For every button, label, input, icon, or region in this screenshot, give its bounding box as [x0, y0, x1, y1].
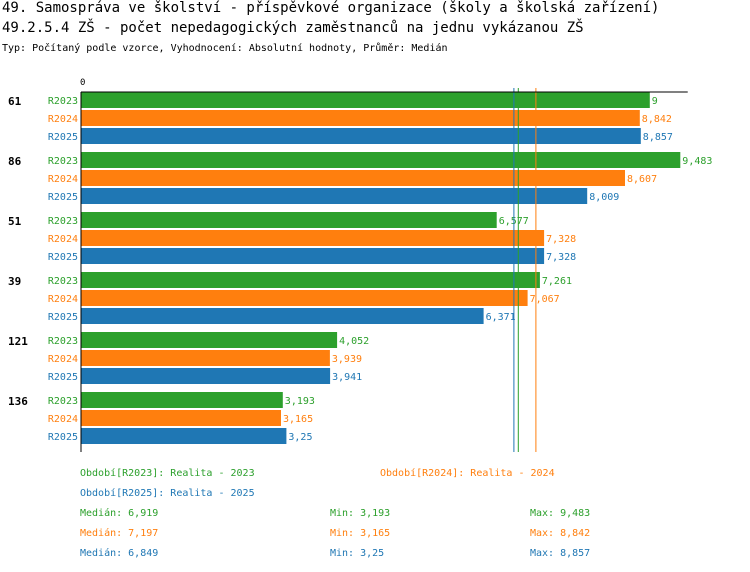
series-label: R2024	[48, 354, 78, 365]
bar	[81, 410, 281, 426]
x-axis-zero-label: 0	[80, 78, 85, 88]
value-label: 8,607	[627, 174, 657, 185]
group-label: 51	[8, 215, 22, 228]
bar	[81, 392, 283, 408]
legend-median-r2025: Medián: 6,849	[80, 548, 159, 559]
chart-title: 49. Samospráva ve školství - příspěvkové…	[2, 0, 660, 16]
value-label: 9	[652, 96, 658, 107]
value-label: 6,371	[486, 312, 516, 323]
bar	[81, 212, 497, 228]
series-label: R2025	[48, 312, 78, 323]
legend-period-r2023: Období[R2023]: Realita - 2023	[80, 468, 255, 479]
legend-min-r2025: Min: 3,25	[330, 548, 385, 559]
legend-period-r2025: Období[R2025]: Realita - 2025	[80, 488, 255, 499]
series-label: R2023	[48, 156, 78, 167]
series-label: R2023	[48, 396, 78, 407]
series-label: R2024	[48, 414, 78, 425]
bar	[81, 230, 545, 246]
series-label: R2023	[48, 336, 78, 347]
value-label: 7,328	[546, 234, 576, 245]
group-label: 136	[8, 395, 28, 408]
value-label: 4,052	[339, 336, 369, 347]
group-label: 61	[8, 95, 22, 108]
group-label: 86	[8, 155, 22, 168]
series-label: R2023	[48, 216, 78, 227]
bar-chart: 0 61 R2023 9 R2024 8,842 R2025 8,857 86 R2023 9,48…	[8, 78, 712, 452]
bar	[81, 350, 330, 366]
legend-max-r2023: Max: 9,483	[530, 508, 591, 519]
bar	[81, 92, 650, 108]
bar	[81, 428, 287, 444]
value-label: 9,483	[682, 156, 712, 167]
series-label: R2025	[48, 252, 78, 263]
series-label: R2025	[48, 192, 78, 203]
value-label: 7,067	[530, 294, 560, 305]
series-label: R2025	[48, 132, 78, 143]
legend-min-r2024: Min: 3,165	[330, 528, 391, 539]
value-label: 8,842	[642, 114, 672, 125]
group-label: 121	[8, 335, 28, 348]
bar	[81, 248, 545, 264]
bar	[81, 308, 484, 324]
bar	[81, 188, 588, 204]
legend-max-r2024: Max: 8,842	[530, 528, 591, 539]
bar	[81, 128, 641, 144]
group-label: 39	[8, 275, 21, 288]
series-label: R2025	[48, 432, 78, 443]
chart-subtitle: 49.2.5.4 ZŠ - počet nepedagogických zamě…	[2, 20, 584, 36]
value-label: 7,328	[546, 252, 576, 263]
bar	[81, 272, 540, 288]
series-label: R2024	[48, 234, 78, 245]
legend-max-r2025: Max: 8,857	[530, 548, 591, 559]
value-label: 7,261	[542, 276, 572, 287]
value-label: 3,939	[332, 354, 362, 365]
bar	[81, 368, 331, 384]
value-label: 3,25	[288, 432, 312, 443]
legend-period-r2024: Období[R2024]: Realita - 2024	[380, 468, 555, 479]
value-label: 8,009	[589, 192, 619, 203]
bar	[81, 290, 528, 306]
series-label: R2023	[48, 96, 78, 107]
legend-median-r2024: Medián: 7,197	[80, 528, 159, 539]
series-label: R2025	[48, 372, 78, 383]
value-label: 3,941	[332, 372, 362, 383]
legend-min-r2023: Min: 3,193	[330, 508, 391, 519]
value-label: 3,193	[285, 396, 315, 407]
series-label: R2024	[48, 114, 78, 125]
series-label: R2024	[48, 174, 78, 185]
bar	[81, 152, 681, 168]
bar	[81, 170, 625, 186]
value-label: 8,857	[643, 132, 673, 143]
value-label: 3,165	[283, 414, 313, 425]
bar	[81, 110, 640, 126]
series-label: R2023	[48, 276, 78, 287]
legend-median-r2023: Medián: 6,919	[80, 508, 159, 519]
chart-type-line: Typ: Počítaný podle vzorce, Vyhodnocení:…	[2, 43, 448, 54]
series-label: R2024	[48, 294, 78, 305]
bar	[81, 332, 338, 348]
